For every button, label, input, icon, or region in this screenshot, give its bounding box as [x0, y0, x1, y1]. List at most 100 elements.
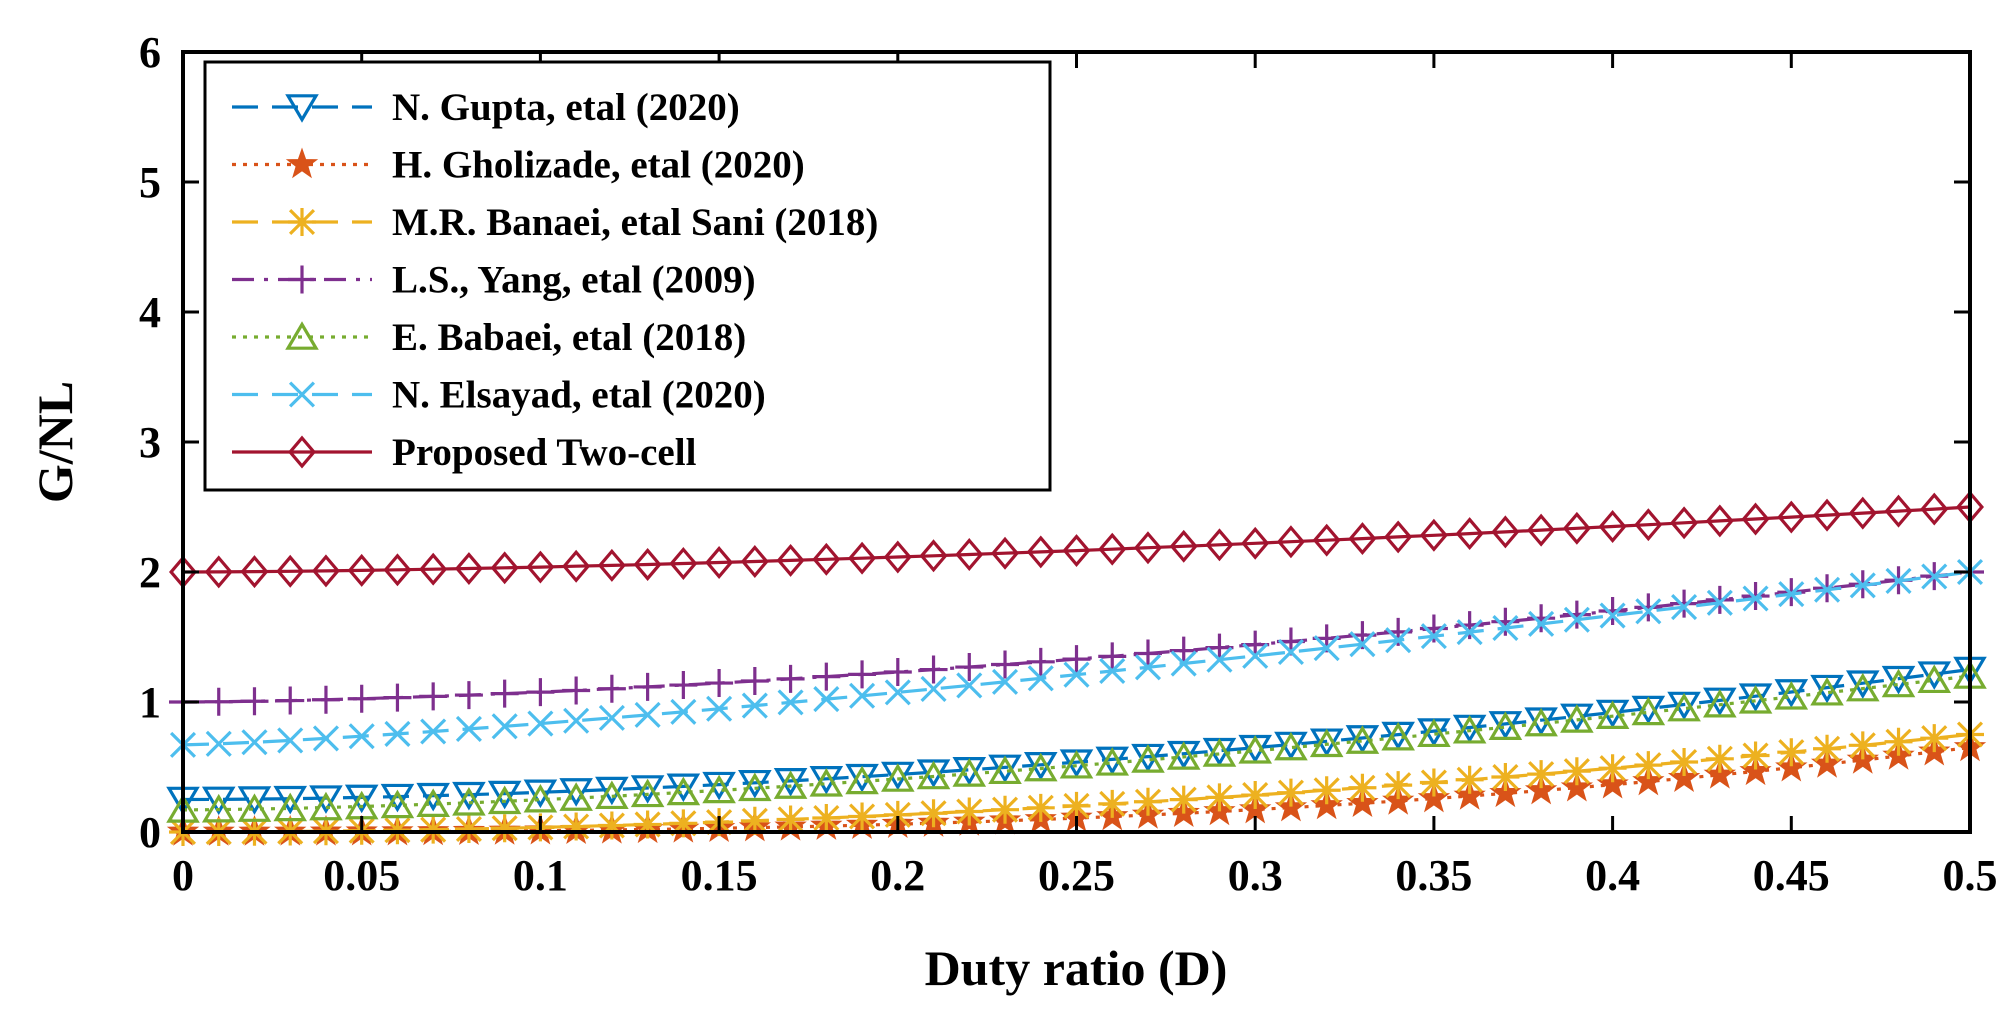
- series-5-point-36: [1452, 714, 1487, 744]
- series-3-point-43: [1705, 744, 1734, 773]
- series-5-point-1: [201, 793, 236, 823]
- series-6-point-15: [706, 695, 733, 722]
- series-4-point-8: [454, 681, 483, 710]
- series-3-point-20: [883, 800, 912, 829]
- series-6-point-8: [455, 715, 482, 742]
- series-5-point-33: [1345, 725, 1380, 754]
- axis-ticks: 0 0.05 0.1 0.15 0.2 0.25 0.3 0.35 0.4 0.45 0.5 0 1 2 3…: [139, 28, 1998, 900]
- series-5-point-2: [237, 793, 272, 822]
- series-3-point-32: [1312, 776, 1341, 805]
- series-3-point-21: [919, 799, 948, 828]
- y-tick-label-5: 5: [139, 158, 161, 207]
- series-4-point-44: [1741, 582, 1770, 611]
- series-4-point-5: [347, 684, 376, 713]
- series-4-point-20: [883, 657, 912, 686]
- series-4-point-11: [562, 676, 591, 705]
- series-6-point-17: [777, 689, 804, 716]
- series-6-point-11: [563, 707, 590, 734]
- y-axis-label: G/NL: [27, 381, 83, 503]
- series-7-point-1: [204, 555, 233, 589]
- series-3-point-33: [1348, 773, 1377, 802]
- series-7-point-41: [1634, 508, 1663, 542]
- legend-entry-7: Proposed Two-cell: [232, 431, 697, 474]
- y-tick-label-2: 2: [139, 548, 161, 597]
- series-4-point-27: [1133, 639, 1162, 668]
- series-5-point-41: [1631, 696, 1666, 726]
- x-tick-label-6: 0.3: [1228, 851, 1283, 900]
- series-1-point-49: [1917, 661, 1952, 690]
- series-7-point-21: [919, 539, 948, 573]
- series-4-point-6: [383, 683, 412, 712]
- series-4-point-36: [1455, 611, 1484, 640]
- series-3-point-49: [1920, 724, 1949, 753]
- series-6-point-13: [634, 701, 661, 728]
- series-4-point-2: [240, 687, 269, 716]
- series-3-point-28: [1169, 785, 1198, 814]
- series-3-point-39: [1562, 757, 1591, 786]
- series-6-point-35: [1420, 623, 1447, 650]
- series-6-point-44: [1742, 585, 1769, 612]
- series-6-point-24: [1027, 665, 1054, 692]
- series-5-point-23: [988, 755, 1022, 785]
- legend-marker-5: [285, 321, 319, 350]
- series-3-point-47: [1848, 731, 1877, 760]
- series-6-point-14: [670, 698, 697, 725]
- series-7-point-32: [1312, 523, 1341, 557]
- series-6-point-32: [1313, 635, 1340, 662]
- x-tick-label-5: 0.25: [1038, 851, 1115, 900]
- series-6-point-43: [1706, 589, 1733, 616]
- legend-marker-7: [288, 435, 316, 469]
- series-7-point-22: [955, 538, 984, 571]
- series-6-point-34: [1385, 627, 1412, 654]
- series-5-point-45: [1774, 681, 1809, 710]
- series-7-point-34: [1384, 520, 1413, 554]
- series-4-point-12: [597, 674, 626, 703]
- series-5-point-8: [452, 787, 486, 816]
- series-3-point-48: [1884, 727, 1913, 756]
- series-6-point-28: [1170, 650, 1197, 677]
- series-5-point-24: [1023, 752, 1058, 782]
- series-7-point-8: [454, 552, 483, 586]
- series-6-point-1: [205, 730, 232, 757]
- series-4-point-41: [1634, 593, 1663, 622]
- series-1-point-3: [273, 785, 308, 815]
- series-1-point-18: [809, 766, 844, 795]
- series-7-point-18: [812, 542, 841, 576]
- series-4-point-4: [311, 685, 340, 714]
- series-4-point-17: [776, 664, 805, 693]
- series-5-point-25: [1059, 749, 1094, 779]
- x-tick-label-8: 0.4: [1585, 851, 1640, 900]
- series-6-point-39: [1563, 606, 1590, 633]
- series-7-point-39: [1562, 511, 1591, 545]
- series-5-point-21: [916, 760, 951, 790]
- series-1-point-9: [487, 780, 522, 810]
- x-tick-label-9: 0.45: [1753, 851, 1830, 900]
- y-tick-label-0: 0: [139, 808, 161, 857]
- series-4-point-43: [1705, 585, 1734, 614]
- series-1-point-46: [1810, 674, 1844, 704]
- series-4-point-3: [276, 686, 305, 715]
- legend: N. Gupta, etal (2020) H. Gholizade, etal …: [203, 60, 1052, 492]
- series-4-point-7: [419, 682, 448, 711]
- series-7-point-42: [1670, 506, 1699, 540]
- series-7-point-44: [1741, 502, 1770, 536]
- series-3-point-27: [1133, 787, 1162, 816]
- series-7-point-7: [419, 552, 448, 586]
- series-7-point-43: [1705, 504, 1734, 538]
- series-4-point-21: [919, 655, 948, 684]
- series-6-point-12: [598, 704, 625, 731]
- legend-marker-1: [285, 94, 319, 123]
- series-3-point-35: [1419, 768, 1448, 797]
- series-6-point-3: [277, 727, 304, 754]
- series-6-point-2: [241, 729, 268, 756]
- legend-label-7: Proposed Two-cell: [392, 431, 697, 474]
- series-6-point-4: [312, 725, 339, 752]
- y-tick-label-6: 6: [139, 28, 161, 77]
- series-6-point-40: [1599, 602, 1626, 629]
- series-7-point-26: [1098, 532, 1127, 566]
- legend-label-3: M.R. Banaei, etal Sani (2018): [392, 201, 878, 244]
- series-5-point-16: [738, 772, 772, 802]
- series-7-point-36: [1455, 517, 1484, 551]
- series-7-point-20: [883, 540, 912, 574]
- y-tick-label-4: 4: [139, 288, 161, 337]
